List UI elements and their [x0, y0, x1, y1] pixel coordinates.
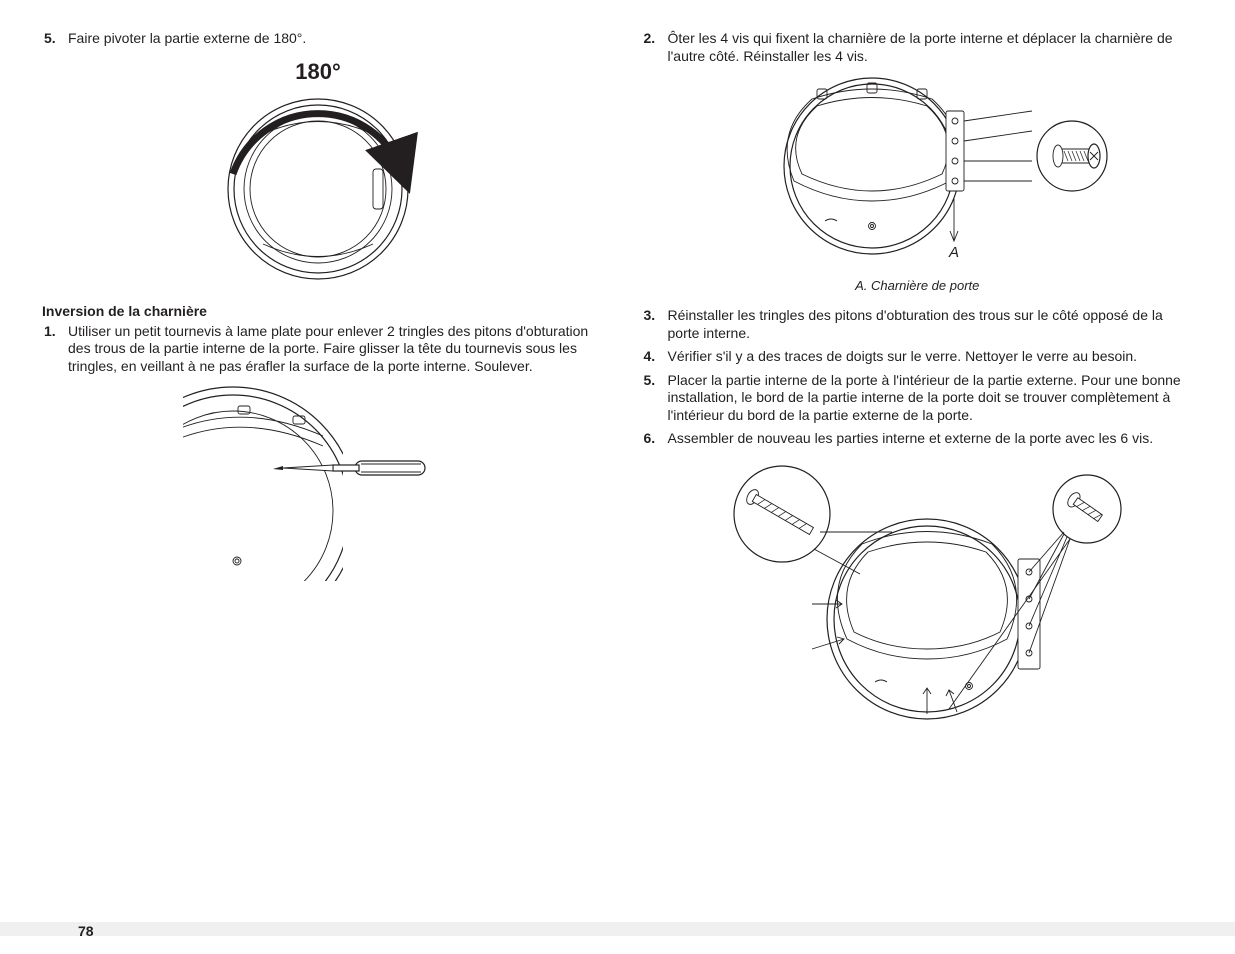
figure-rotate-180: 180°: [42, 54, 594, 289]
step-number: 1.: [42, 323, 68, 341]
list-item: 2. Ôter les 4 vis qui fixent la charnièr…: [642, 30, 1194, 65]
step-text: Utiliser un petit tournevis à lame plate…: [68, 323, 594, 376]
step-number: 3.: [642, 307, 668, 325]
screwdriver-diagram: [183, 381, 453, 581]
right-column: 2. Ôter les 4 vis qui fixent la charnièr…: [642, 30, 1194, 743]
list-item: 3. Réinstaller les tringles des pitons d…: [642, 307, 1194, 342]
rotate-label: 180°: [295, 59, 341, 84]
step-number: 5.: [642, 372, 668, 390]
hinge-diagram: A: [722, 71, 1112, 271]
step-number: 4.: [642, 348, 668, 366]
list-item: 1. Utiliser un petit tournevis à lame pl…: [42, 323, 594, 376]
list-item: 6. Assembler de nouveau les parties inte…: [642, 430, 1194, 448]
figure-caption: A. Charnière de porte: [642, 278, 1194, 293]
list-item: 5. Placer la partie interne de la porte …: [642, 372, 1194, 425]
footer-bar: [0, 922, 1235, 936]
rotate-180-diagram: 180°: [203, 54, 433, 284]
step-number: 5.: [42, 30, 68, 48]
callout-letter: A: [948, 244, 959, 261]
step-text: Assembler de nouveau les parties interne…: [668, 430, 1194, 448]
page-number: 78: [78, 923, 94, 939]
step-text: Faire pivoter la partie externe de 180°.: [68, 30, 594, 48]
step-number: 6.: [642, 430, 668, 448]
figure-reassemble: [642, 454, 1194, 729]
figure-hinge: A A. Charnière de porte: [642, 71, 1194, 293]
step-text: Vérifier s'il y a des traces de doigts s…: [668, 348, 1194, 366]
left-steps-2: 1. Utiliser un petit tournevis à lame pl…: [42, 323, 594, 376]
list-item: 4. Vérifier s'il y a des traces de doigt…: [642, 348, 1194, 366]
list-item: 5. Faire pivoter la partie externe de 18…: [42, 30, 594, 48]
hinge-reversal-heading: Inversion de la charnière: [42, 303, 594, 319]
step-text: Ôter les 4 vis qui fixent la charnière d…: [668, 30, 1194, 65]
figure-screwdriver: [42, 381, 594, 586]
reassemble-diagram: [702, 454, 1132, 724]
page: 5. Faire pivoter la partie externe de 18…: [0, 0, 1235, 954]
columns: 5. Faire pivoter la partie externe de 18…: [42, 30, 1193, 743]
step-text: Placer la partie interne de la porte à l…: [668, 372, 1194, 425]
left-steps: 5. Faire pivoter la partie externe de 18…: [42, 30, 594, 48]
screwdriver-icon: [273, 461, 425, 475]
right-steps-1: 2. Ôter les 4 vis qui fixent la charnièr…: [642, 30, 1194, 65]
left-column: 5. Faire pivoter la partie externe de 18…: [42, 30, 594, 743]
right-steps-2: 3. Réinstaller les tringles des pitons d…: [642, 307, 1194, 448]
step-number: 2.: [642, 30, 668, 48]
step-text: Réinstaller les tringles des pitons d'ob…: [668, 307, 1194, 342]
